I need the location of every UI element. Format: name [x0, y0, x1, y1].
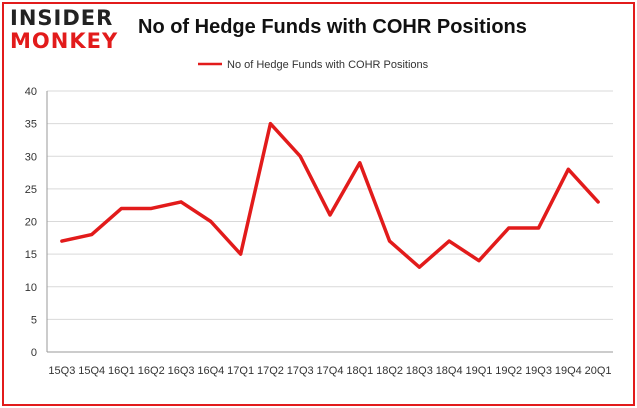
data-point: [447, 239, 451, 243]
chart-title: No of Hedge Funds with COHR Positions: [138, 16, 527, 38]
series-layer: [60, 121, 600, 269]
data-point: [298, 154, 302, 158]
x-axis-ticks: 15Q3 15Q4 16Q1 16Q2 16Q3 16Q4 17Q1 17Q2 17Q3 17Q4…: [48, 365, 611, 377]
y-tick-label: 40: [25, 86, 37, 98]
logo-line-2: MONKEY: [10, 29, 119, 53]
legend: No of Hedge Funds with COHR Positions: [198, 59, 429, 71]
x-tick-label: 18Q2: [376, 365, 403, 377]
y-tick-label: 35: [25, 119, 37, 131]
x-tick-label: 19Q1: [465, 365, 492, 377]
y-tick-label: 25: [25, 184, 37, 196]
data-point: [179, 200, 183, 204]
gridlines: [46, 90, 613, 353]
x-tick-label: 18Q1: [346, 365, 373, 377]
data-point: [90, 233, 94, 237]
x-tick-label: 19Q3: [525, 365, 552, 377]
data-point: [566, 167, 570, 171]
x-tick-label: 15Q4: [78, 365, 105, 377]
data-point: [209, 220, 213, 223]
data-point: [507, 226, 511, 230]
x-tick-label: 16Q3: [168, 365, 195, 377]
y-axis-ticks: 0 5 10 15 20 25 30 35 40: [25, 86, 37, 359]
x-tick-label: 20Q1: [585, 365, 612, 377]
insider-monkey-logo: INSIDER MONKEY: [10, 8, 120, 54]
series-line: [60, 121, 600, 269]
data-point: [537, 226, 541, 230]
data-point: [596, 200, 600, 204]
x-tick-label: 17Q4: [317, 365, 344, 377]
y-tick-label: 15: [25, 249, 37, 261]
data-point: [149, 206, 153, 210]
data-point: [119, 206, 123, 210]
data-point: [268, 122, 272, 126]
data-point: [358, 161, 362, 165]
data-point: [417, 265, 421, 269]
y-tick-label: 10: [25, 282, 37, 294]
x-tick-label: 16Q2: [138, 365, 165, 377]
x-tick-label: 19Q2: [495, 365, 522, 377]
x-tick-label: 18Q3: [406, 365, 433, 377]
y-tick-label: 5: [31, 314, 37, 326]
data-point: [239, 252, 243, 256]
data-point: [477, 259, 481, 263]
x-tick-label: 17Q1: [227, 365, 254, 377]
y-tick-label: 0: [31, 347, 37, 359]
x-tick-label: 17Q3: [287, 365, 314, 377]
logo-line-1: INSIDER: [10, 6, 114, 30]
x-tick-label: 17Q2: [257, 365, 284, 377]
y-tick-label: 30: [25, 151, 37, 163]
y-tick-label: 20: [25, 217, 37, 229]
x-tick-label: 18Q4: [436, 365, 463, 377]
data-point: [60, 239, 64, 243]
legend-entry: No of Hedge Funds with COHR Positions: [227, 59, 429, 71]
x-tick-label: 15Q3: [48, 365, 75, 377]
x-tick-label: 19Q4: [555, 365, 582, 377]
data-point: [388, 239, 392, 243]
data-point: [328, 213, 332, 217]
x-tick-label: 16Q1: [108, 365, 135, 377]
x-tick-label: 16Q4: [197, 365, 224, 377]
